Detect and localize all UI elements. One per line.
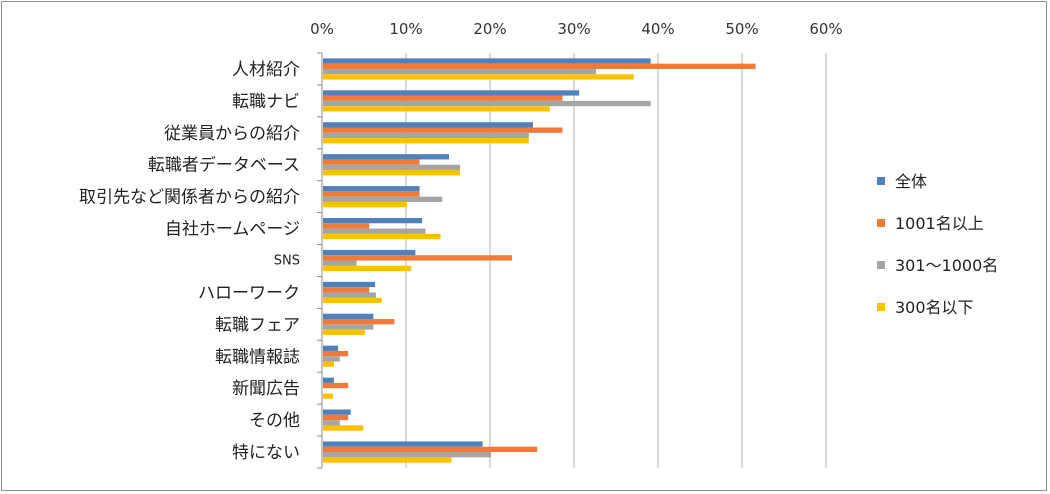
bar — [323, 201, 407, 208]
bar — [323, 393, 334, 399]
category-label: 人材紹介 — [232, 60, 300, 80]
bar — [323, 127, 563, 133]
category-label: SNS — [274, 254, 300, 269]
bar — [323, 233, 441, 240]
category-label: 転職者データベース — [148, 155, 300, 176]
bar — [323, 154, 449, 160]
bar — [323, 265, 412, 272]
bar — [323, 90, 580, 96]
bar — [323, 159, 420, 165]
bar — [323, 441, 483, 447]
category-label: 新聞広告 — [232, 379, 300, 399]
bar — [323, 446, 538, 453]
bar — [323, 345, 339, 351]
legend-swatch — [877, 177, 885, 185]
bar — [323, 106, 550, 112]
x-tick-label: 40% — [641, 20, 674, 38]
x-tick-label: 10% — [389, 20, 422, 38]
x-tick-label: 60% — [809, 20, 842, 38]
bar — [323, 223, 370, 229]
bar — [323, 228, 426, 234]
bar — [323, 63, 756, 69]
bar — [323, 425, 364, 431]
bar — [323, 170, 460, 176]
category-label: ハローワーク — [198, 283, 300, 303]
bar — [323, 319, 395, 325]
bar — [323, 196, 443, 202]
bar — [323, 249, 416, 256]
bar — [323, 95, 563, 101]
bar — [323, 255, 512, 261]
category-label: 従業員からの紹介 — [164, 124, 300, 144]
bar — [323, 260, 357, 266]
bar — [323, 377, 334, 383]
bar — [323, 382, 349, 389]
bar — [323, 361, 334, 367]
legend-swatch — [877, 303, 885, 311]
bar — [323, 414, 349, 421]
category-label: 転職情報誌 — [215, 347, 300, 367]
category-label: 取引先など関係者からの紹介 — [79, 188, 300, 208]
x-tick-label: 0% — [310, 20, 334, 38]
bar — [323, 58, 651, 64]
bar — [323, 191, 420, 197]
category-label: 転職フェア — [215, 315, 300, 335]
bar — [323, 281, 376, 288]
bar — [323, 324, 374, 330]
bar — [323, 292, 376, 298]
bar — [323, 186, 420, 192]
legend-swatch — [877, 261, 885, 269]
bar — [323, 74, 634, 80]
x-tick-label: 30% — [557, 20, 590, 38]
category-label: その他 — [249, 411, 300, 431]
legend-swatch — [877, 219, 885, 227]
bar — [323, 100, 651, 107]
bar — [323, 68, 596, 75]
legend-label: 1001名以上 — [895, 214, 984, 233]
bar — [323, 420, 340, 426]
legend-label: 301〜1000名 — [895, 256, 998, 275]
bar — [323, 297, 382, 304]
category-label: 特にない — [232, 443, 300, 463]
x-tick-label: 50% — [725, 20, 758, 38]
bar — [323, 313, 374, 320]
bar — [323, 350, 349, 357]
bar — [323, 217, 423, 224]
bar — [323, 452, 491, 458]
bar — [323, 329, 365, 335]
bar — [323, 409, 351, 415]
bar — [323, 122, 533, 128]
bar — [323, 164, 460, 171]
bar — [323, 287, 370, 293]
bar — [323, 356, 340, 362]
bar — [323, 138, 529, 144]
category-label: 自社ホームページ — [165, 220, 300, 240]
legend-label: 全体 — [895, 172, 927, 191]
category-label: 転職ナビ — [232, 92, 300, 112]
x-tick-label: 20% — [473, 20, 506, 38]
bar — [323, 132, 529, 139]
legend-label: 300名以下 — [895, 298, 974, 317]
bar — [323, 457, 452, 463]
